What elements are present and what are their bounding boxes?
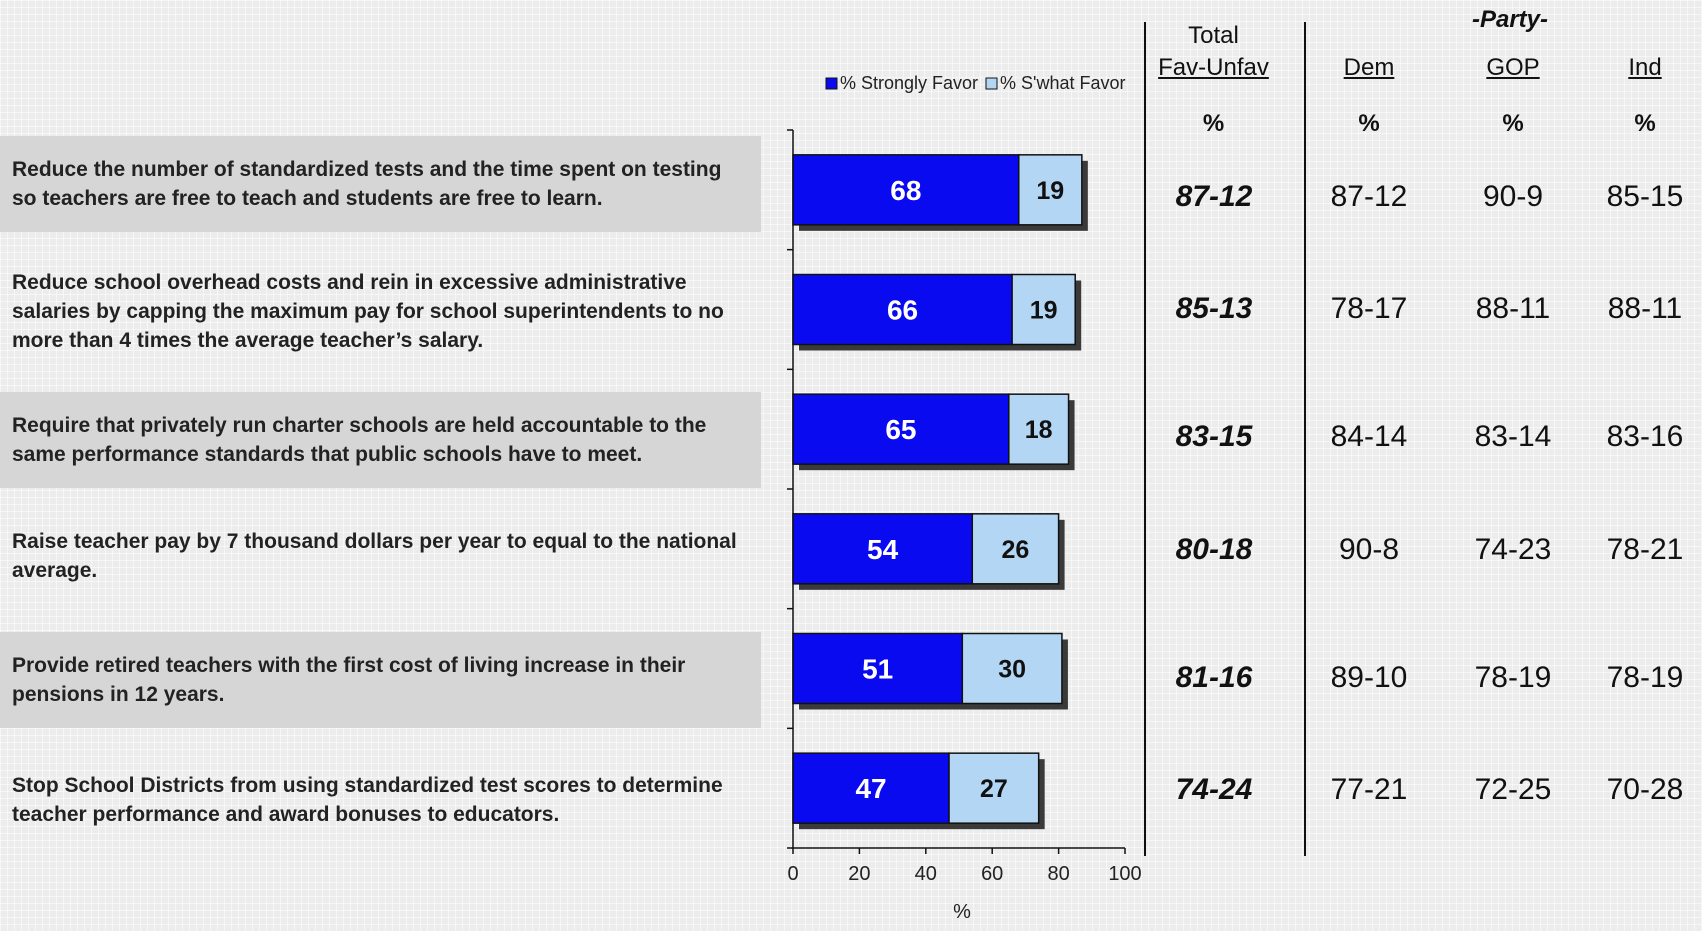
ind-value: 70-28 (1606, 773, 1684, 806)
statement-text: Require that privately run charter schoo… (12, 414, 707, 466)
data-label-strongly-favor: 65 (885, 414, 916, 445)
bar-strongly-favor (792, 632, 964, 705)
gop-value: 83-14 (1474, 420, 1552, 453)
statement-text: Stop School Districts from using standar… (12, 774, 723, 826)
statement-text: Reduce the number of standardized tests … (12, 158, 722, 210)
bar-strongly-favor (792, 393, 1010, 465)
statement-row-5: Provide retired teachers with the first … (0, 632, 761, 728)
gop-value: 90-9 (1482, 180, 1544, 213)
x-axis-label: % (953, 901, 971, 923)
ind-value: 78-21 (1606, 533, 1684, 566)
x-tick-label: 100 (1108, 863, 1141, 885)
data-label-strongly-favor: 54 (867, 534, 899, 565)
statement-text: Provide retired teachers with the first … (12, 654, 686, 706)
data-label-strongly-favor: 66 (887, 295, 918, 326)
data-label-strongly-favor: 68 (890, 175, 921, 206)
legend-label-strongly-favor: % Strongly Favor (840, 73, 978, 93)
total-value: 80-18 (1175, 533, 1253, 566)
dem-percent-label: % (1358, 110, 1380, 137)
bar-somewhat-favor (1011, 273, 1076, 346)
ind-value: 78-19 (1606, 661, 1684, 694)
statement-row-2: Reduce school overhead costs and rein in… (0, 263, 761, 359)
dem-value: 87-12 (1330, 180, 1408, 213)
data-label-somewhat-favor: 19 (1030, 297, 1058, 325)
statement-row-1: Reduce the number of standardized tests … (0, 136, 761, 232)
statement-text: Raise teacher pay by 7 thousand dollars … (12, 530, 737, 582)
total-value: 83-15 (1175, 420, 1253, 453)
gop-percent-label: % (1502, 110, 1524, 137)
data-label-somewhat-favor: 30 (998, 656, 1026, 684)
x-tick-label: 0 (787, 863, 798, 885)
total-value: 85-13 (1175, 292, 1253, 325)
total-header-line1: Total (1188, 22, 1239, 49)
bar-somewhat-favor (1018, 154, 1083, 226)
bar-strongly-favor (792, 154, 1020, 226)
total-percent-label: % (1202, 110, 1225, 137)
legend-swatch-strongly-favor (825, 77, 838, 90)
legend-label-somewhat-favor: % S'what Favor (1000, 73, 1125, 93)
x-tick-label: 80 (1047, 863, 1069, 885)
data-label-strongly-favor: 51 (862, 654, 893, 685)
data-label-somewhat-favor: 26 (1002, 536, 1030, 564)
dem-value: 84-14 (1330, 420, 1408, 453)
party-header: -Party- (1471, 6, 1549, 33)
bar-somewhat-favor (961, 632, 1063, 705)
separator-total-party (1304, 22, 1306, 856)
bar-strongly-favor (792, 273, 1013, 346)
total-value: 87-12 (1175, 180, 1253, 213)
statement-text: Reduce school overhead costs and rein in… (12, 270, 724, 352)
dem-value: 78-17 (1330, 292, 1408, 325)
dem-value: 89-10 (1330, 661, 1408, 694)
legend-swatch-somewhat-favor (985, 77, 998, 90)
dem-value: 77-21 (1330, 773, 1408, 806)
ind-value: 83-16 (1606, 420, 1684, 453)
bar-somewhat-favor (948, 752, 1040, 824)
x-tick-label: 20 (848, 863, 870, 885)
x-tick-label: 60 (981, 863, 1003, 885)
statement-row-3: Require that privately run charter schoo… (0, 392, 761, 488)
separator-chart-total (1144, 22, 1146, 856)
gop-value: 78-19 (1474, 661, 1552, 694)
bar-somewhat-favor (1008, 393, 1070, 465)
gop-value: 72-25 (1474, 773, 1552, 806)
data-label-somewhat-favor: 27 (980, 775, 1008, 803)
data-label-strongly-favor: 47 (855, 773, 886, 804)
ind-percent-label: % (1634, 110, 1656, 137)
total-value: 74-24 (1175, 773, 1253, 806)
dem-value: 90-8 (1338, 533, 1400, 566)
gop-header: GOP (1486, 54, 1540, 81)
data-label-somewhat-favor: 18 (1025, 416, 1053, 444)
bar-somewhat-favor (971, 513, 1060, 585)
data-label-somewhat-favor: 19 (1036, 177, 1064, 205)
statement-row-4: Raise teacher pay by 7 thousand dollars … (0, 508, 761, 604)
dem-header: Dem (1343, 54, 1395, 81)
ind-value: 88-11 (1607, 292, 1683, 325)
gop-value: 74-23 (1474, 533, 1552, 566)
ind-value: 85-15 (1606, 180, 1684, 213)
statement-row-6: Stop School Districts from using standar… (0, 752, 761, 848)
bar-strongly-favor (792, 752, 950, 824)
total-value: 81-16 (1175, 661, 1253, 694)
ind-header: Ind (1628, 54, 1662, 81)
x-tick-label: 40 (915, 863, 937, 885)
bar-strongly-favor (792, 513, 974, 585)
gop-value: 88-11 (1475, 292, 1551, 325)
total-header-line2: Fav-Unfav (1158, 54, 1269, 81)
